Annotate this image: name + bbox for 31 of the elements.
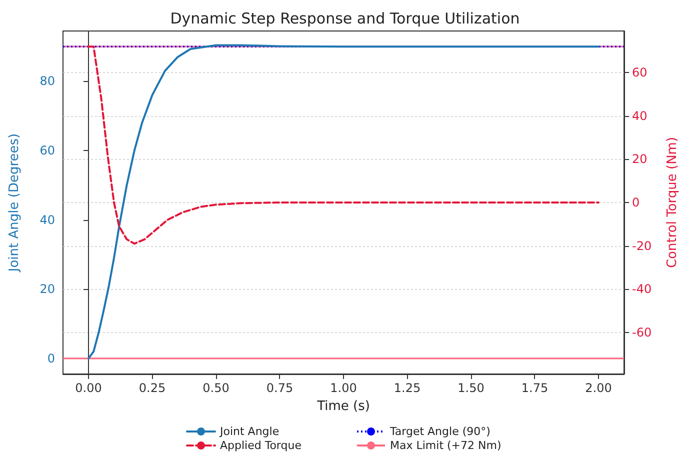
y-tick-label: 40 bbox=[40, 212, 55, 227]
y2-tick-label: 0 bbox=[632, 196, 640, 210]
chart-title: Dynamic Step Response and Torque Utilization bbox=[170, 10, 520, 28]
x-tick-label: 0.25 bbox=[138, 381, 166, 395]
y-tick-label: 0 bbox=[47, 351, 55, 366]
y-tick-label: 60 bbox=[40, 144, 55, 158]
x-tick-label: 1.00 bbox=[330, 381, 357, 395]
legend-label: Applied Torque bbox=[220, 439, 302, 452]
y-tick-label: 80 bbox=[40, 74, 55, 88]
x-tick-label: 0.50 bbox=[202, 381, 230, 395]
y2-axis-title: Control Torque (Nm) bbox=[665, 136, 680, 268]
legend-label: Max Limit (+72 Nm) bbox=[390, 439, 502, 452]
y2-tick-label: -40 bbox=[632, 282, 652, 296]
y2-tick-label: 60 bbox=[632, 66, 648, 80]
line-series bbox=[88, 46, 600, 245]
x-axis-title: Time (s) bbox=[316, 399, 370, 414]
legend-label: Target Angle (90°) bbox=[389, 425, 490, 438]
x-tick-label: 1.50 bbox=[458, 381, 484, 395]
y2-tick-label: 40 bbox=[632, 108, 648, 123]
x-tick-label: 1.25 bbox=[394, 381, 421, 395]
y2-tick-label: -20 bbox=[632, 238, 652, 253]
x-tick-label: 1.75 bbox=[521, 381, 548, 395]
legend-label: Joint Angle bbox=[219, 425, 280, 438]
y-tick-label: 20 bbox=[40, 282, 55, 296]
x-tick-label: 0.00 bbox=[75, 381, 102, 395]
x-tick-label: 2.00 bbox=[585, 381, 612, 395]
line-series bbox=[88, 44, 600, 360]
y2-tick-label: 20 bbox=[632, 152, 648, 166]
y2-tick-label: -60 bbox=[632, 325, 652, 340]
x-tick-label: 0.75 bbox=[266, 381, 294, 395]
y-axis-title: Joint Angle (Degrees) bbox=[7, 133, 22, 273]
